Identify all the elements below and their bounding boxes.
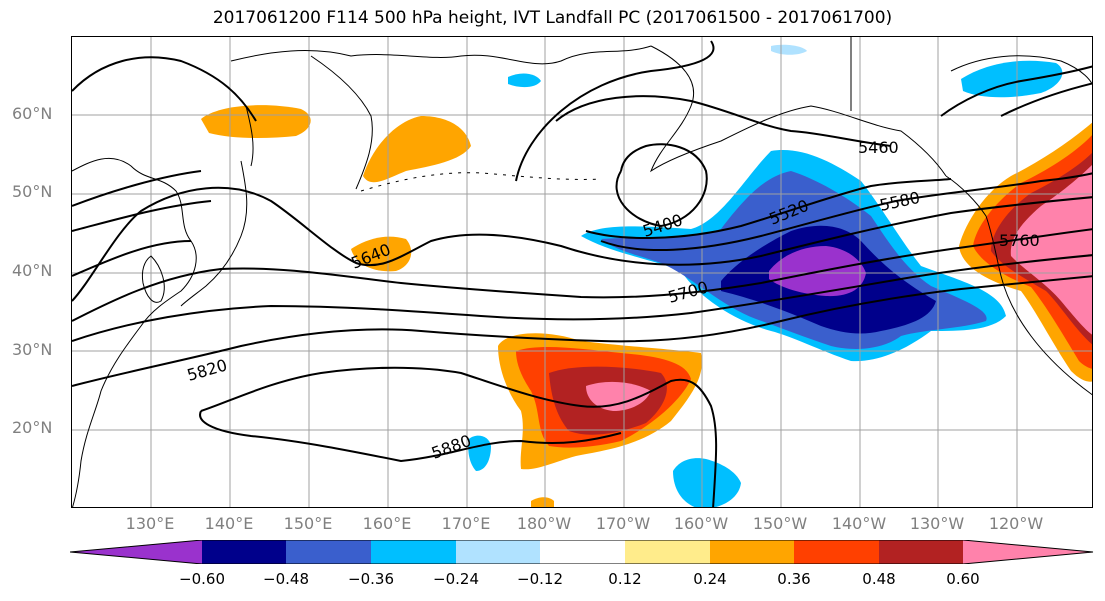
colorbar-tick-label: −0.60 [179, 570, 225, 588]
korea [141, 255, 165, 303]
colorbar-segment-6 [625, 540, 710, 564]
lon-label-170e: 170°E [441, 514, 491, 533]
positive-anomaly-coast-core [1010, 164, 1092, 335]
colorbar-tick-label: −0.36 [348, 570, 394, 588]
negative-anomaly-bering [771, 44, 807, 55]
contour-label-5580: 5580 [878, 188, 922, 215]
colorbar-segment-0 [70, 540, 202, 564]
colorbar-segment-10 [963, 540, 1093, 564]
kamchatka [310, 55, 373, 190]
contour-high-lat2 [72, 170, 202, 207]
colorbar-outline [70, 540, 1094, 564]
lon-label-150e: 150°E [283, 514, 333, 533]
contour-high-lat [72, 56, 257, 122]
negative-anomaly-north [961, 60, 1063, 98]
contour-high-lat3 [72, 200, 212, 232]
colorbar-segment-4 [456, 540, 540, 564]
colorbar [70, 540, 1094, 564]
lat-label-40n: 40°N [12, 261, 53, 280]
contour-5580 [600, 172, 1092, 252]
colorbar-tick-label: 0.48 [862, 570, 896, 588]
positive-anomaly-core [586, 381, 651, 411]
lon-label-160w: 160°W [673, 514, 729, 533]
contour-5820 [72, 275, 1092, 387]
colorbar-tick-label: −0.24 [433, 570, 479, 588]
lon-label-150w: 150°W [752, 514, 808, 533]
lon-label-130e: 130°E [125, 514, 175, 533]
aleutians [360, 172, 602, 192]
colorbar-tick-label: 0.24 [693, 570, 727, 588]
colorbar-tick-label: 0.12 [608, 570, 642, 588]
positive-anomaly-siberia [201, 105, 311, 138]
contour-high-lat4 [72, 240, 192, 277]
contour-ne2 [1000, 82, 1092, 117]
colorbar-segment-9 [879, 540, 963, 564]
contour-5400 [615, 143, 708, 228]
contour-ne1 [940, 65, 1092, 117]
lon-label-180w: 180°W [516, 514, 572, 533]
na-coast [945, 175, 1092, 396]
ivt-shading [201, 44, 1092, 507]
positive-anomaly-kurils [351, 236, 412, 272]
japan [180, 160, 248, 307]
contour-5520b [585, 178, 952, 239]
contour-label-5460: 5460 [858, 138, 899, 157]
negative-anomaly-small [468, 435, 491, 471]
positive-anomaly-tiny [531, 497, 554, 507]
colorbar-tick-label: 0.36 [777, 570, 811, 588]
contour-5760 [72, 254, 1092, 342]
negative-anomaly-alaska [508, 73, 541, 88]
contour-5880b [199, 410, 622, 463]
contour-5640 [72, 186, 1092, 302]
lat-label-50n: 50°N [12, 182, 53, 201]
positive-anomaly-okhotsk [363, 116, 471, 183]
asia-coast [72, 157, 197, 507]
contour-5460 [555, 95, 892, 147]
lon-label-140w: 140°W [831, 514, 887, 533]
contour-label-5820: 5820 [185, 355, 229, 384]
canada-north [850, 37, 1092, 111]
contour-label-5700: 5700 [666, 277, 710, 306]
alaska [649, 45, 947, 177]
map-title: 2017061200 F114 500 hPa height, IVT Land… [212, 8, 893, 28]
lat-label-20n: 20°N [12, 418, 53, 437]
contour-5700 [72, 228, 1092, 322]
negative-anomaly-south [673, 458, 741, 507]
colorbar-tick-label: 0.60 [946, 570, 980, 588]
colorbar-segment-5 [540, 540, 625, 564]
sakhalin [245, 105, 254, 167]
lat-label-30n: 30°N [12, 340, 53, 359]
lat-label-60n: 60°N [12, 104, 53, 123]
coastlines [72, 37, 1092, 507]
lon-label-140e: 140°E [204, 514, 254, 533]
lon-label-120w: 120°W [988, 514, 1044, 533]
colorbar-segment-3 [371, 540, 456, 564]
colorbar-segment-8 [794, 540, 879, 564]
lon-label-160e: 160°E [362, 514, 412, 533]
colorbar-segment-1 [202, 540, 286, 564]
map-area: 5460 5400 5520 5580 5640 5700 5760 5820 … [71, 36, 1093, 508]
colorbar-segment-7 [710, 540, 794, 564]
contour-label-5760: 5760 [999, 231, 1040, 250]
contour-5520 [515, 40, 715, 182]
siberia-north [230, 45, 652, 65]
lon-label-170w: 170°W [595, 514, 651, 533]
colorbar-tick-label: −0.48 [263, 570, 309, 588]
graticule-grid [72, 37, 1092, 507]
contour-5880 [200, 366, 718, 507]
height-contours [72, 40, 1092, 507]
colorbar-segment-2 [286, 540, 371, 564]
lon-label-130w: 130°W [909, 514, 965, 533]
colorbar-tick-label: −0.12 [517, 570, 563, 588]
map-svg: 5460 5400 5520 5580 5640 5700 5760 5820 … [72, 37, 1092, 507]
